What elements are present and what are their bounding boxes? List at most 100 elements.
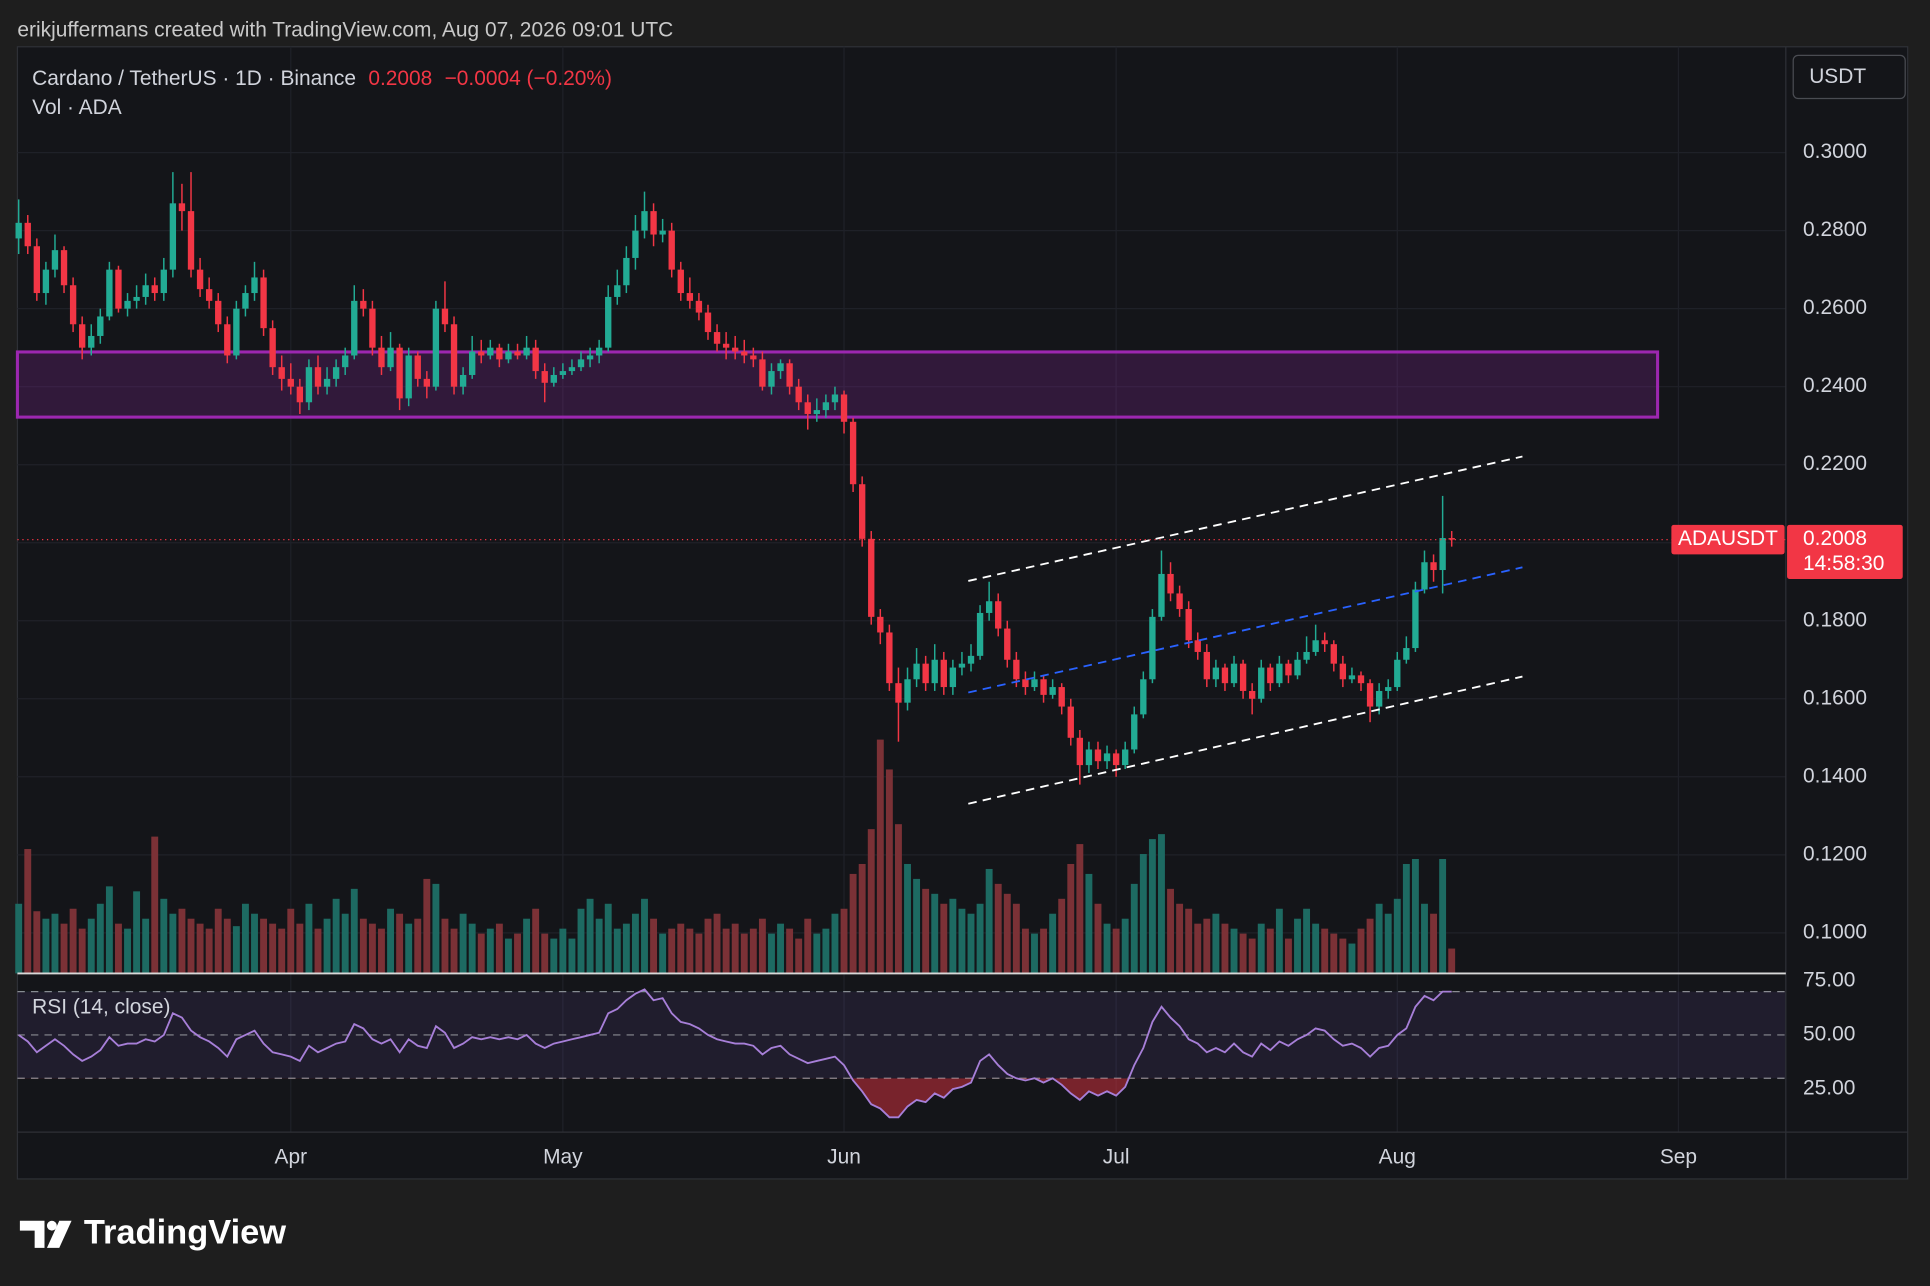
candle-body xyxy=(623,257,630,286)
volume-bar xyxy=(722,928,730,974)
candle-body xyxy=(15,222,22,239)
candle-body xyxy=(1158,573,1165,617)
volume-bar xyxy=(686,928,694,974)
y-tick-label: 0.2400 xyxy=(1803,374,1867,397)
volume-bar xyxy=(1112,928,1120,974)
chart: Apr May Jun Jul Aug Sep 0.1000 0.1200 0.1400 0.16… xyxy=(15,46,1903,1169)
candle-body xyxy=(895,683,902,703)
candle-body xyxy=(1076,737,1084,766)
candle-body xyxy=(1194,640,1201,652)
candle-body xyxy=(1230,663,1238,684)
volume-bar xyxy=(822,928,830,974)
volume-bar xyxy=(940,903,948,974)
volume-bar xyxy=(749,928,757,974)
candle-body xyxy=(768,371,775,387)
volume-bar xyxy=(341,913,349,974)
candle-body xyxy=(1067,706,1074,738)
volume-bar xyxy=(1230,928,1238,974)
y-tick-label: 0.1200 xyxy=(1803,842,1867,865)
candle-body xyxy=(831,394,839,403)
volume-bar xyxy=(731,923,739,974)
candle-body xyxy=(187,211,195,270)
candle-body xyxy=(1094,749,1102,762)
price-tag: 0.2008 xyxy=(1803,527,1867,550)
volume-bar xyxy=(985,868,993,974)
volume-bar xyxy=(1021,928,1029,974)
candle-body xyxy=(967,655,975,664)
candle-body xyxy=(931,659,938,684)
candle-body xyxy=(677,269,684,294)
candle-body xyxy=(178,203,186,212)
candle-body xyxy=(1276,663,1283,684)
candle-body xyxy=(541,371,548,383)
volume-bar xyxy=(967,913,975,974)
volume-bar xyxy=(541,933,549,974)
volume-bar xyxy=(287,908,295,974)
candle-body xyxy=(695,300,703,313)
volume-bar xyxy=(1239,933,1247,974)
volume-bar xyxy=(223,918,231,974)
volume-bar xyxy=(1194,923,1202,974)
candle-body xyxy=(904,679,911,703)
candle-body xyxy=(514,351,521,356)
x-tick-label: Jun xyxy=(827,1146,861,1169)
candle-body xyxy=(1203,651,1210,680)
volume-bar xyxy=(668,928,676,974)
candle-body xyxy=(750,355,757,360)
volume-bar xyxy=(1312,923,1320,974)
candle-body xyxy=(60,250,68,286)
volume-bar xyxy=(51,913,59,974)
candle-body xyxy=(142,285,149,297)
candle-body xyxy=(858,484,866,539)
volume-bar xyxy=(241,903,249,974)
volume-bar xyxy=(269,923,277,974)
volume-bar xyxy=(60,923,68,974)
candle-body xyxy=(351,300,358,356)
candle-body xyxy=(995,601,1002,629)
volume-bar xyxy=(514,933,521,974)
volume-bar xyxy=(931,893,939,974)
candle-body xyxy=(224,324,231,356)
y-tick-label: 0.2200 xyxy=(1803,452,1867,475)
volume-bar xyxy=(1294,918,1301,974)
candle-body xyxy=(24,222,31,247)
last-price: 0.2008 xyxy=(368,66,432,89)
volume-bar xyxy=(1130,883,1138,974)
candle-body xyxy=(1430,562,1437,571)
candle-body xyxy=(1248,690,1256,699)
volume-bar xyxy=(314,928,322,974)
volume-bar xyxy=(1058,898,1066,974)
volume-bar xyxy=(622,923,630,974)
volume-bar xyxy=(1321,928,1329,974)
x-tick-label: Jul xyxy=(1103,1146,1130,1169)
candle-body xyxy=(468,351,476,375)
tradingview-logo xyxy=(19,1220,72,1248)
candle-body xyxy=(614,285,621,297)
volume-bar xyxy=(559,928,567,974)
candle-body xyxy=(287,378,294,387)
currency-button[interactable] xyxy=(1792,54,1906,100)
volume-bar xyxy=(1148,839,1156,974)
price-tag-box xyxy=(1787,524,1903,579)
candle-body xyxy=(115,269,122,309)
candle-body xyxy=(133,296,140,301)
volume-bar xyxy=(631,913,639,974)
volume-bar xyxy=(949,898,957,974)
candle-body xyxy=(42,269,50,294)
candle-body xyxy=(1167,573,1174,594)
candle-body xyxy=(913,663,920,680)
volume-bar xyxy=(577,908,585,974)
volume-bar xyxy=(1121,918,1129,974)
volume-bar xyxy=(1085,873,1093,974)
currency-label[interactable]: USDT xyxy=(1809,65,1866,88)
volume-bar xyxy=(278,928,286,974)
volume-bar xyxy=(604,903,612,974)
candle-body xyxy=(1103,753,1111,762)
volume-bar xyxy=(296,923,304,974)
volume-bar xyxy=(613,928,621,974)
candle-body xyxy=(33,246,41,294)
candle-body xyxy=(741,351,748,356)
candle-body xyxy=(668,230,675,270)
volume-bar xyxy=(1275,908,1283,974)
